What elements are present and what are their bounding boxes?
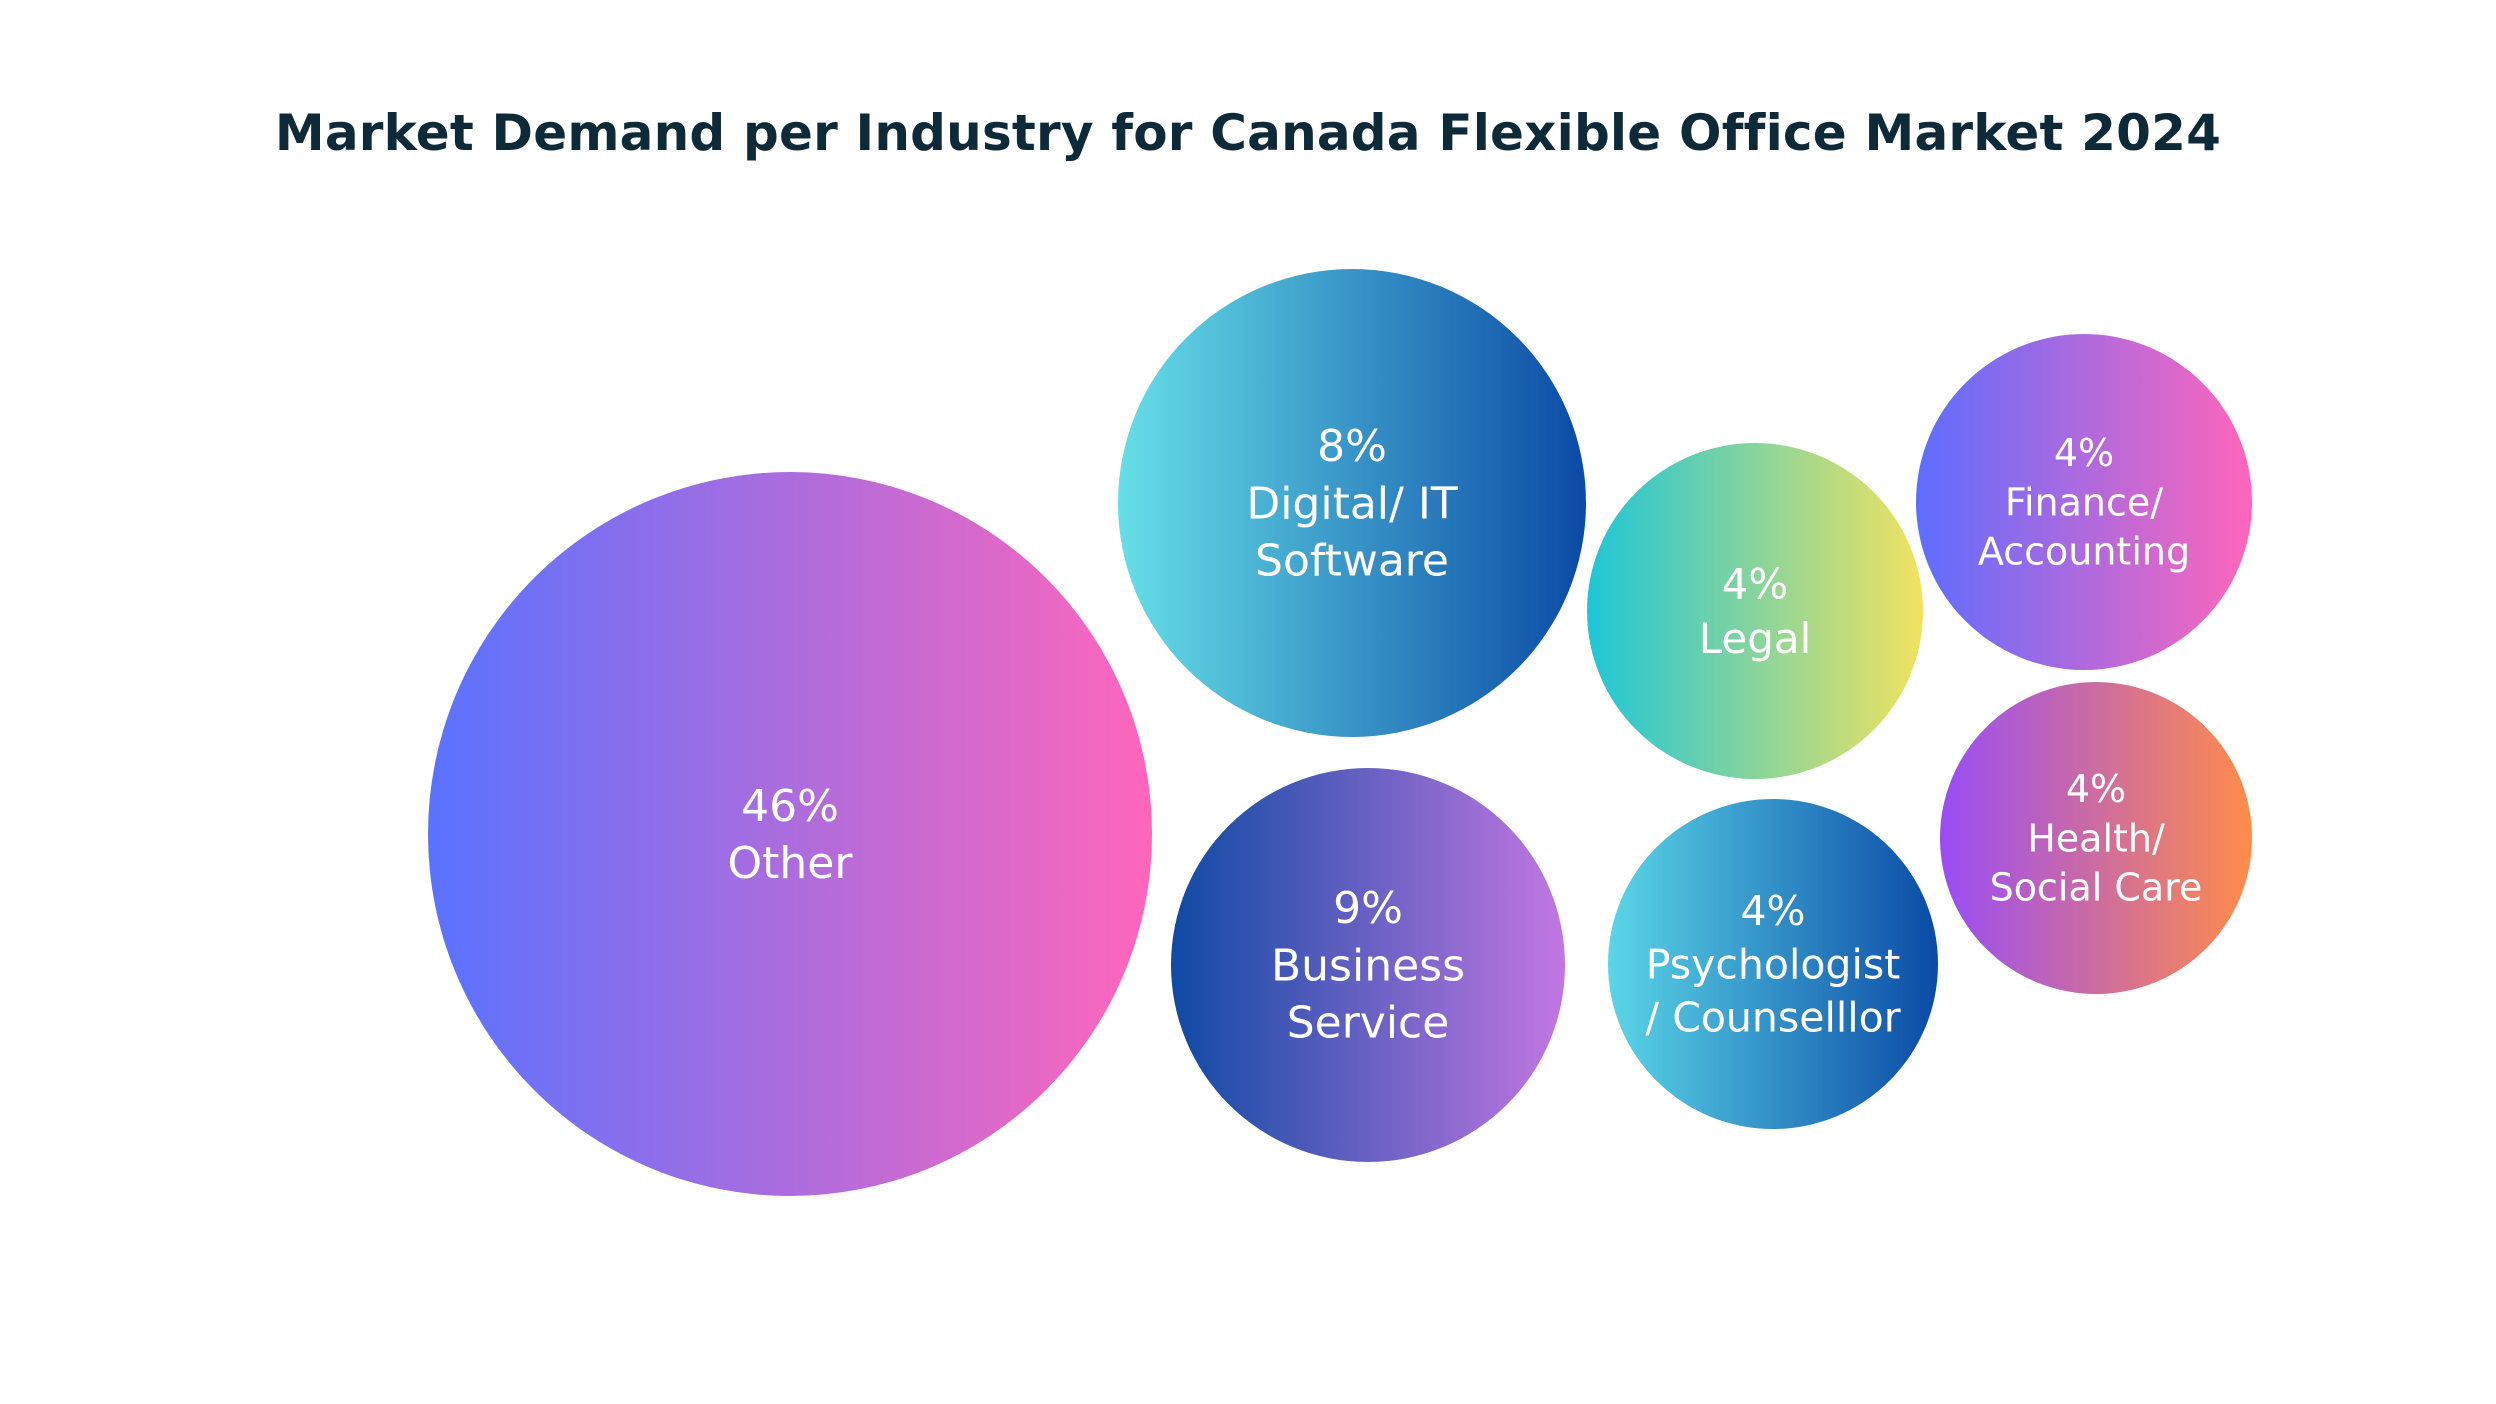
- bubble-category-label: Service: [1287, 998, 1450, 1049]
- bubble-health-social-care: 4% Health/Social Care: [1940, 682, 2252, 994]
- bubble-category-label: Health/: [2027, 816, 2165, 860]
- bubble-category-label: Accounting: [1978, 530, 2190, 574]
- bubble-circle-other: [428, 472, 1152, 1196]
- bubble-circle-legal: [1587, 443, 1923, 779]
- bubble-circle-health-social-care: [1940, 682, 2252, 994]
- bubble-other: 46% Other: [428, 472, 1152, 1196]
- bubble-business-service: 9% Business Service: [1171, 768, 1565, 1162]
- bubble-value-label: 46%: [741, 781, 839, 832]
- bubble-category-label: Social Care: [1990, 866, 2203, 910]
- bubble-category-label: Business: [1271, 940, 1465, 991]
- chart-title: Market Demand per Industry for Canada Fl…: [274, 104, 2222, 162]
- bubble-category-label: Software: [1255, 536, 1449, 587]
- bubble-circle-psychologist-counselllor: [1608, 799, 1938, 1129]
- bubble-category-label: Psychologist: [1646, 940, 1901, 988]
- bubble-circle-finance-accounting: [1916, 334, 2252, 670]
- bubble-digital-it-software: 8% Digital/ IT Software: [1118, 269, 1586, 737]
- bubble-category-label: Finance/: [2005, 480, 2163, 524]
- bubble-value-label: 4%: [2066, 767, 2126, 811]
- bubble-legal: 4% Legal: [1587, 443, 1923, 779]
- bubble-value-label: 4%: [1722, 559, 1789, 608]
- bubble-category-label: / Counselllor: [1645, 994, 1900, 1042]
- bubble-category-label: Legal: [1699, 614, 1812, 663]
- bubble-value-label: 4%: [2054, 431, 2114, 475]
- bubble-finance-accounting: 4% Finance/Accounting: [1916, 334, 2252, 670]
- bubble-psychologist-counselllor: 4% Psychologist / Counselllor: [1608, 799, 1938, 1129]
- bubble-category-label: Digital/ IT: [1246, 478, 1457, 529]
- bubble-category-label: Other: [728, 838, 854, 889]
- bubble-circle-digital-it-software: [1118, 269, 1586, 737]
- bubble-value-label: 4%: [1740, 887, 1805, 935]
- bubble-value-label: 8%: [1317, 421, 1387, 472]
- bubble-value-label: 9%: [1333, 883, 1403, 934]
- bubble-layer: 46% Other 8% Digital/ IT Software 9% Business S…: [428, 269, 2252, 1196]
- bubble-circle-business-service: [1171, 768, 1565, 1162]
